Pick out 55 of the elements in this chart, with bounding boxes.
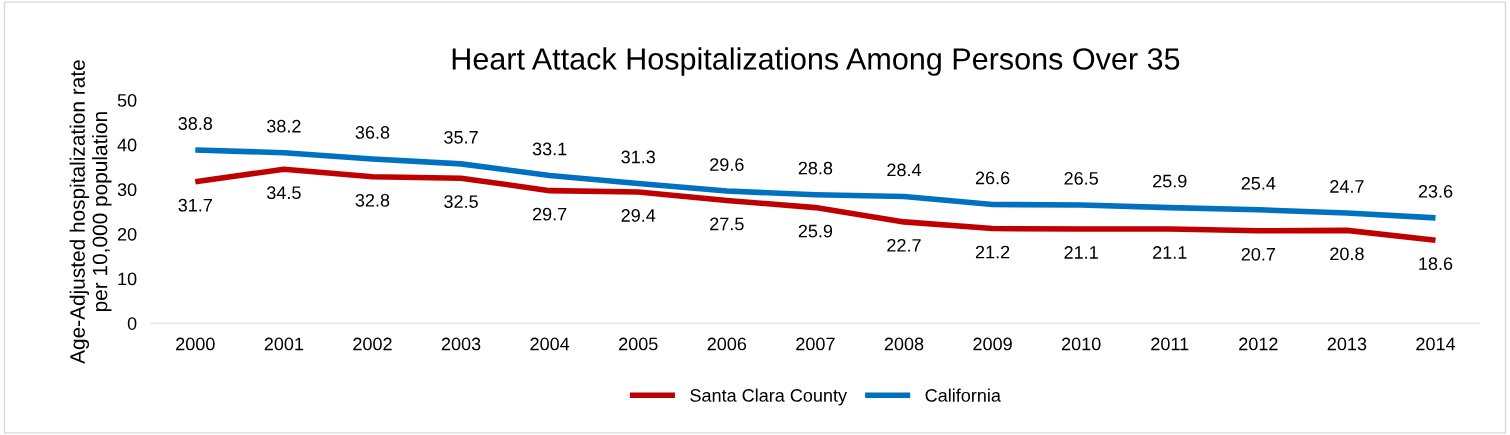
legend-label: California <box>925 388 1001 402</box>
y-axis-title: Age-Adjusted hospitalization rate per 10,000 population <box>69 60 112 364</box>
x-tick-label: 2009 <box>973 337 1012 351</box>
x-tick-label: 2000 <box>176 337 215 351</box>
y-tick-label: 40 <box>117 138 137 152</box>
chart-title: Heart Attack Hospitalizations Among Persons Over 35 <box>452 47 1180 76</box>
y-tick-label: 20 <box>117 227 137 241</box>
data-label: 21.1 <box>1153 246 1187 259</box>
data-label: 28.8 <box>798 161 833 175</box>
y-tick-label: 50 <box>117 93 137 107</box>
x-tick-label: 2007 <box>796 337 835 351</box>
data-label: 38.2 <box>267 119 301 133</box>
data-label: 20.7 <box>1241 247 1275 261</box>
y-tick-label: 0 <box>127 317 137 330</box>
x-tick-label: 2013 <box>1327 337 1367 351</box>
data-label: 25.9 <box>1153 174 1187 188</box>
x-tick-label: 2003 <box>441 337 481 351</box>
data-label: 32.8 <box>355 193 390 207</box>
data-label: 34.5 <box>267 186 301 200</box>
data-label: 23.6 <box>1418 184 1453 198</box>
x-tick-label: 2004 <box>530 337 570 351</box>
data-label: 18.6 <box>1419 257 1453 271</box>
data-label: 25.9 <box>798 224 833 238</box>
x-tick-label: 2012 <box>1239 337 1278 351</box>
data-label: 26.5 <box>1064 171 1098 185</box>
x-tick-label: 2002 <box>353 337 392 351</box>
data-label: 22.7 <box>887 238 921 252</box>
x-tick-label: 2006 <box>707 337 747 351</box>
data-label: 35.7 <box>444 130 478 144</box>
data-label: 29.6 <box>710 158 744 171</box>
data-label: 20.8 <box>1330 247 1364 261</box>
x-tick-label: 2005 <box>619 337 658 351</box>
data-label: 33.1 <box>532 142 567 156</box>
x-tick-label: 2008 <box>884 337 924 351</box>
x-tick-label: 2014 <box>1416 337 1456 351</box>
data-label: 29.7 <box>532 207 567 221</box>
x-tick-label: 2011 <box>1151 337 1189 351</box>
legend-label: Santa Clara County <box>690 388 847 406</box>
data-label: 25.4 <box>1241 176 1276 190</box>
data-label: 26.6 <box>975 171 1010 185</box>
data-label: 32.5 <box>444 195 478 208</box>
data-label: 24.7 <box>1330 180 1364 193</box>
data-label: 31.3 <box>621 150 656 164</box>
data-label: 28.4 <box>887 163 922 177</box>
data-label: 31.7 <box>178 198 212 212</box>
y-tick-label: 10 <box>118 272 137 286</box>
data-label: 29.4 <box>621 209 656 222</box>
x-tick-label: 2001 <box>264 337 304 351</box>
data-label: 36.8 <box>355 126 390 139</box>
y-tick-label: 30 <box>117 183 137 197</box>
data-label: 21.2 <box>975 245 1010 259</box>
x-tick-label: 2010 <box>1061 337 1101 351</box>
data-label: 38.8 <box>178 117 213 130</box>
data-label: 27.5 <box>710 217 744 231</box>
data-label: 21.1 <box>1064 246 1098 259</box>
